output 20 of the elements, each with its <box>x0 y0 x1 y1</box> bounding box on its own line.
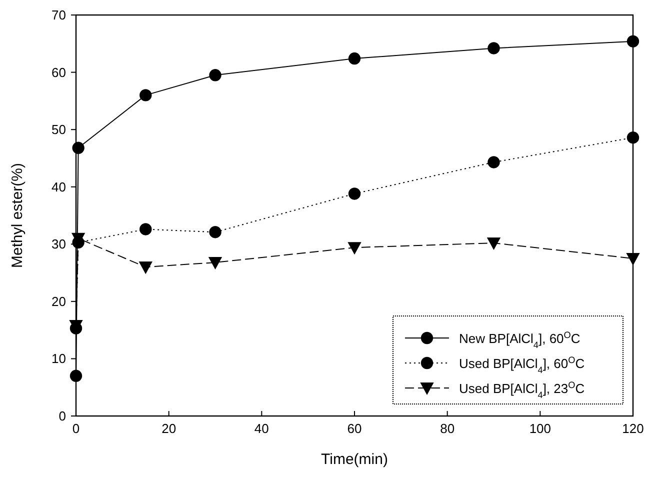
x-tick-label: 40 <box>254 421 269 436</box>
y-tick-label: 0 <box>58 408 66 424</box>
y-tick-label: 30 <box>52 236 66 252</box>
x-axis-title: Time(min) <box>321 451 388 468</box>
y-tick-label: 60 <box>52 64 66 80</box>
y-axis-title: Methyl ester(%) <box>9 162 26 268</box>
x-tick-label: 20 <box>162 421 176 436</box>
legend-label: Used BP[AlCl$_{4}$], 23$^{O}$C <box>459 380 585 400</box>
y-tick-label: 20 <box>52 294 66 309</box>
y-tick-label: 70 <box>52 8 66 22</box>
x-tick-label: 80 <box>440 421 455 436</box>
y-tick-label: 10 <box>52 351 66 366</box>
legend-label: New BP[AlCl$_{4}$], 60$^{O}$C <box>459 330 580 350</box>
y-tick-label: 50 <box>52 122 66 138</box>
x-tick-label: 100 <box>529 421 552 436</box>
legend-label: Used BP[AlCl$_{4}$], 60$^{O}$C <box>459 355 585 375</box>
x-tick-label: 60 <box>347 421 362 436</box>
x-tick-label: 120 <box>622 421 644 436</box>
y-tick-label: 40 <box>52 179 66 194</box>
x-tick-label: 0 <box>72 421 80 436</box>
